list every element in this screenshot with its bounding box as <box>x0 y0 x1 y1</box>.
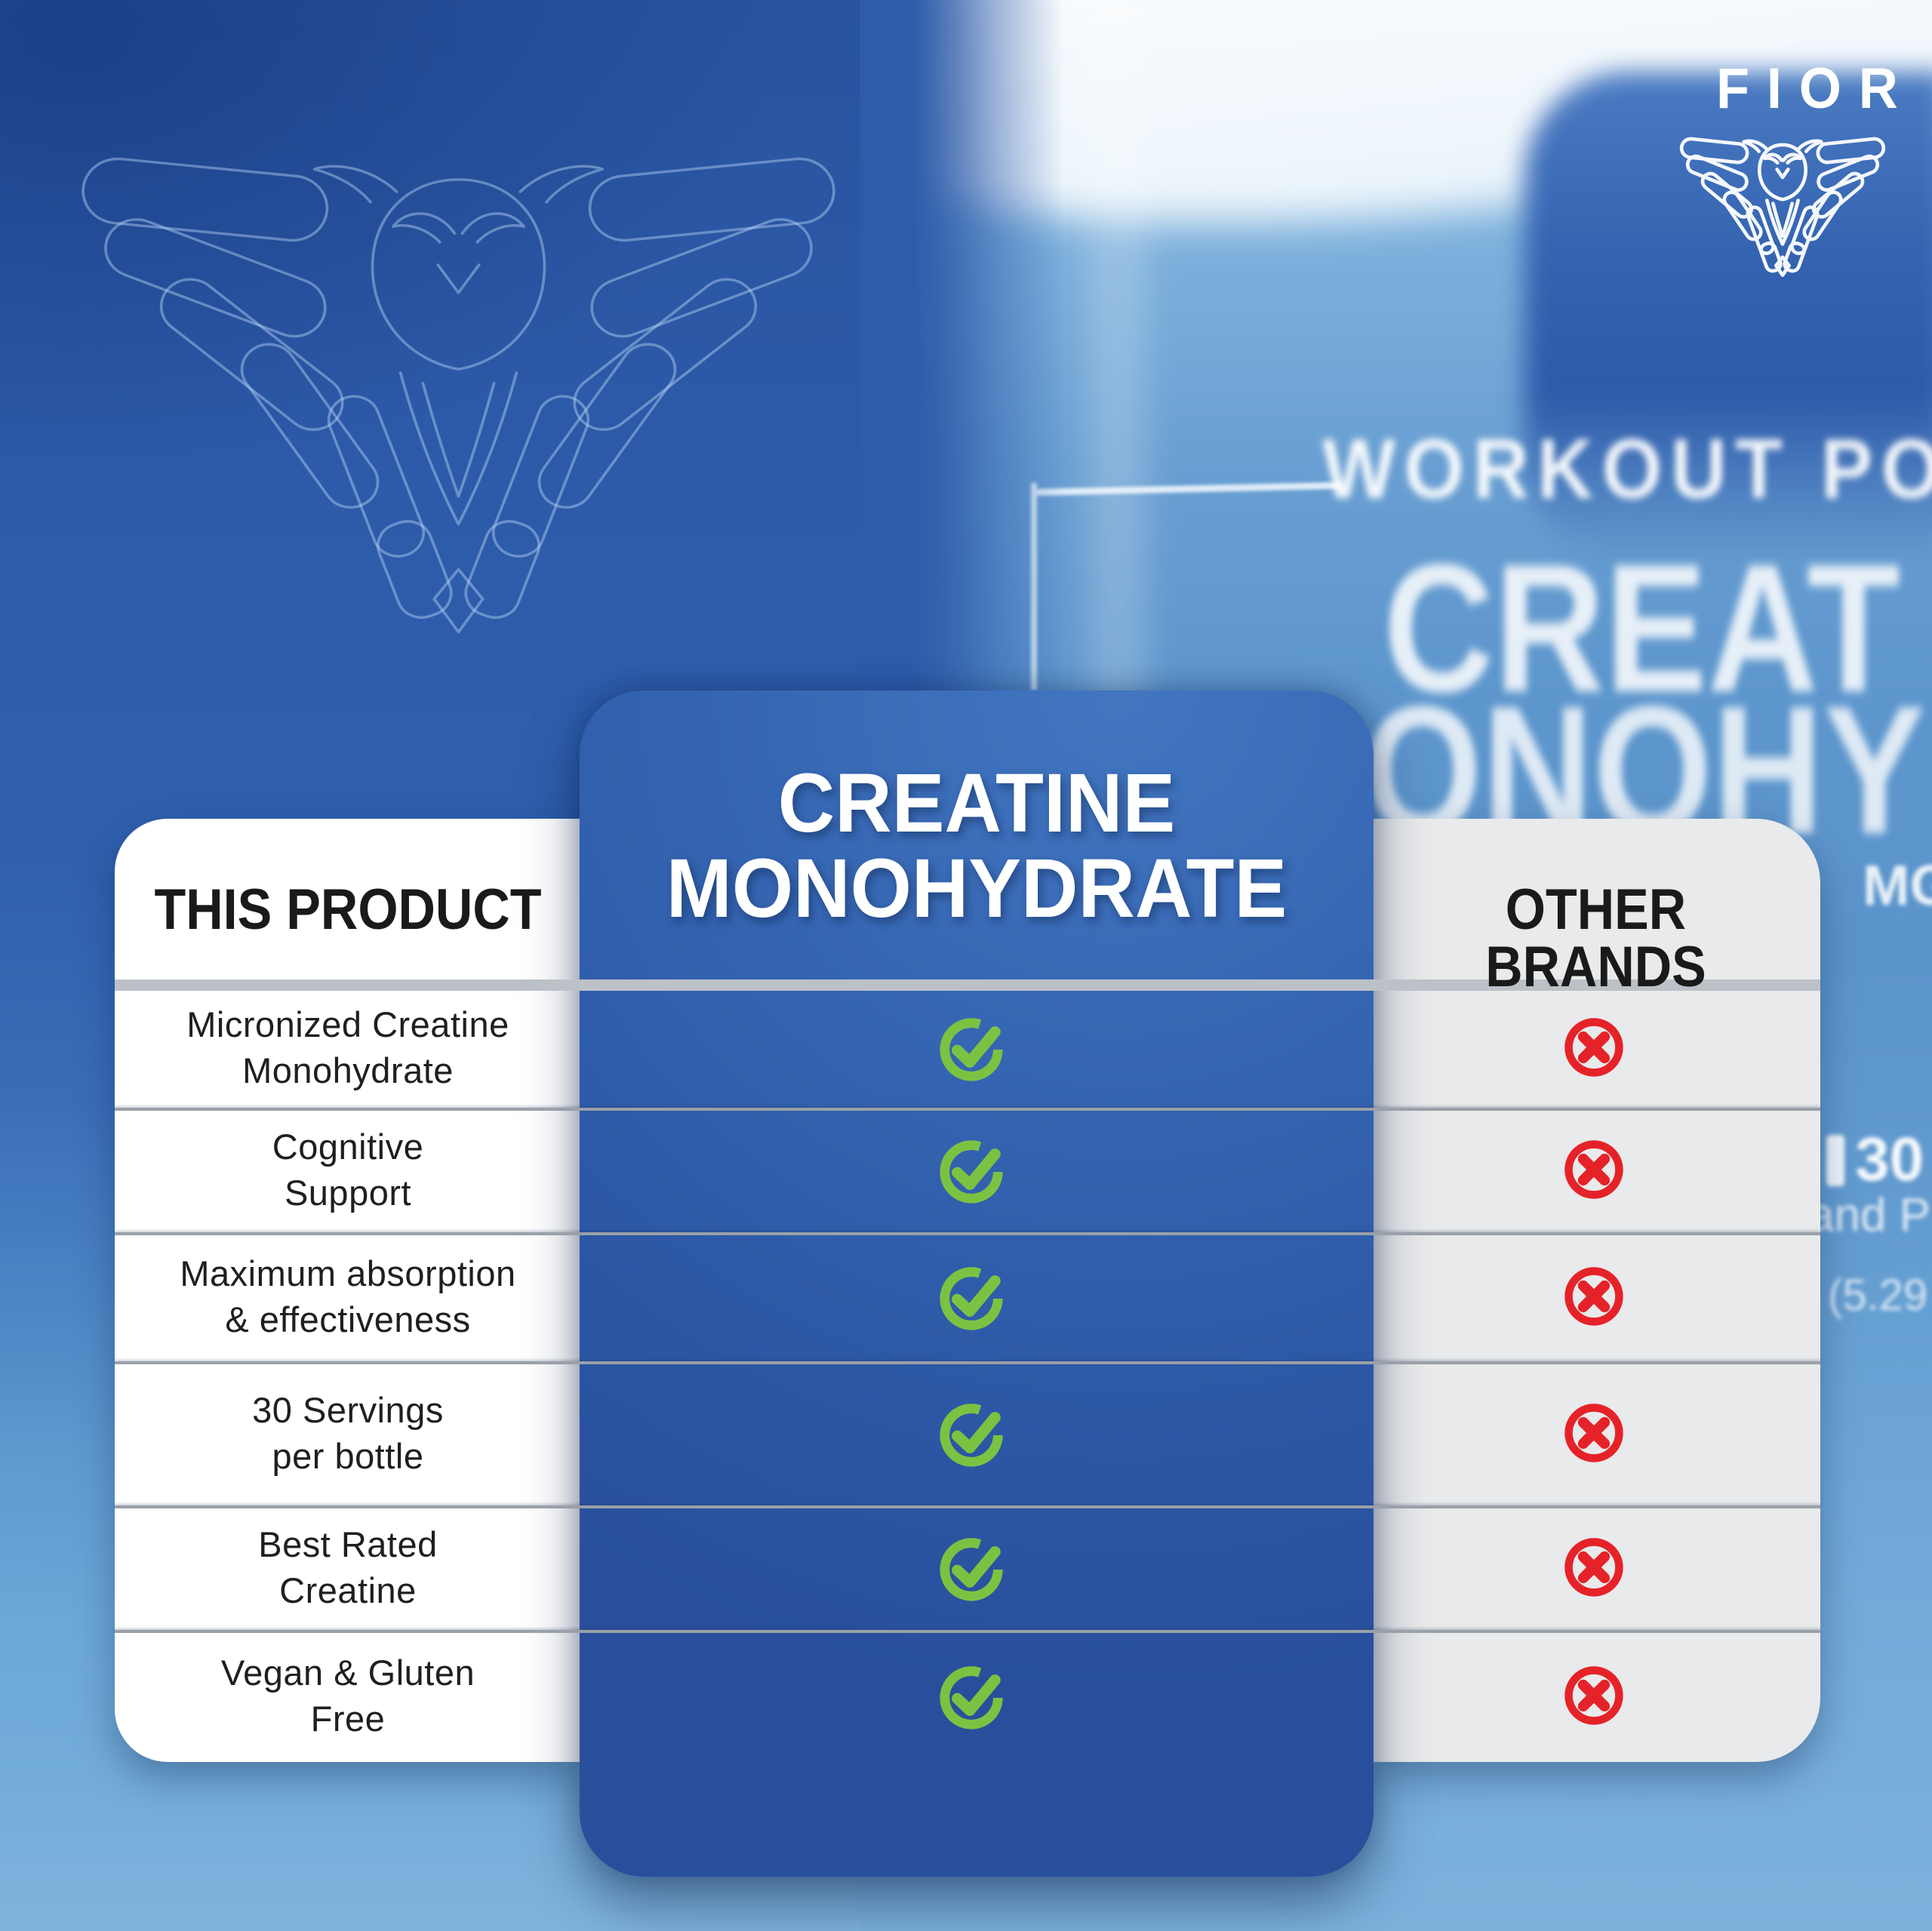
cross-circle-icon <box>1564 1404 1623 1462</box>
bottle-label-servings-fragment: 30 <box>1855 1125 1924 1194</box>
bottle-label-divider-fragment <box>1826 1135 1844 1186</box>
feature-label: Maximum absorption & effectiveness <box>180 1253 516 1339</box>
column-header-this-product: THIS PRODUCT <box>154 878 542 942</box>
check-circle-icon <box>940 1666 1003 1730</box>
cross-circle-icon <box>1564 1666 1623 1725</box>
row-separator <box>115 1505 1820 1508</box>
check-circle-icon <box>940 1538 1003 1601</box>
brand-wordmark: FIOR <box>1716 57 1915 121</box>
check-circle-icon <box>940 1404 1003 1467</box>
feature-label: Vegan & Gluten Free <box>220 1653 475 1739</box>
bottle-label-mg-fragment: MG <box>1863 853 1932 917</box>
label-frame-line-horizontal <box>1035 481 1340 496</box>
row-separator <box>115 1108 1820 1111</box>
bottle-label-oz-fragment: (5.29 o <box>1828 1271 1932 1320</box>
feature-label: Micronized Creatine Monohydrate <box>186 1004 509 1090</box>
row-separator <box>115 1232 1820 1235</box>
bottle-label-and-fragment: and P <box>1808 1189 1931 1241</box>
background-seam-fade <box>860 0 1064 747</box>
cross-circle-icon <box>1564 1018 1623 1077</box>
bottle-highlight-streak <box>1087 0 1147 717</box>
cross-circle-icon <box>1564 1538 1623 1597</box>
check-circle-icon <box>940 1140 1003 1204</box>
creatine-monohydrate-column <box>580 690 1374 1877</box>
cross-circle-icon <box>1564 1267 1623 1326</box>
bottle-label-title: WORKOUT PO <box>1322 422 1932 516</box>
column-header-other-brands: OTHER BRANDS <box>1485 878 1706 999</box>
column-header-creatine-monohydrate: CREATINE MONOHYDRATE <box>666 757 1287 935</box>
bottle-label-blue-area <box>1524 72 1932 562</box>
cross-circle-icon <box>1564 1140 1623 1199</box>
feature-label: Cognitive Support <box>272 1127 424 1213</box>
header-separator <box>115 979 1820 991</box>
bottle-label-creatine-text: CREAT <box>1383 527 1901 730</box>
owl-watermark-icon <box>78 154 839 634</box>
row-separator <box>115 1630 1820 1633</box>
feature-label: Best Rated Creatine <box>258 1524 438 1610</box>
this-product-column <box>115 819 581 1762</box>
check-circle-icon <box>940 1267 1003 1330</box>
brand-owl-icon <box>1669 125 1896 281</box>
check-circle-icon <box>940 1018 1003 1081</box>
feature-label: 30 Servings per bottle <box>252 1390 444 1476</box>
row-separator <box>115 1361 1820 1364</box>
